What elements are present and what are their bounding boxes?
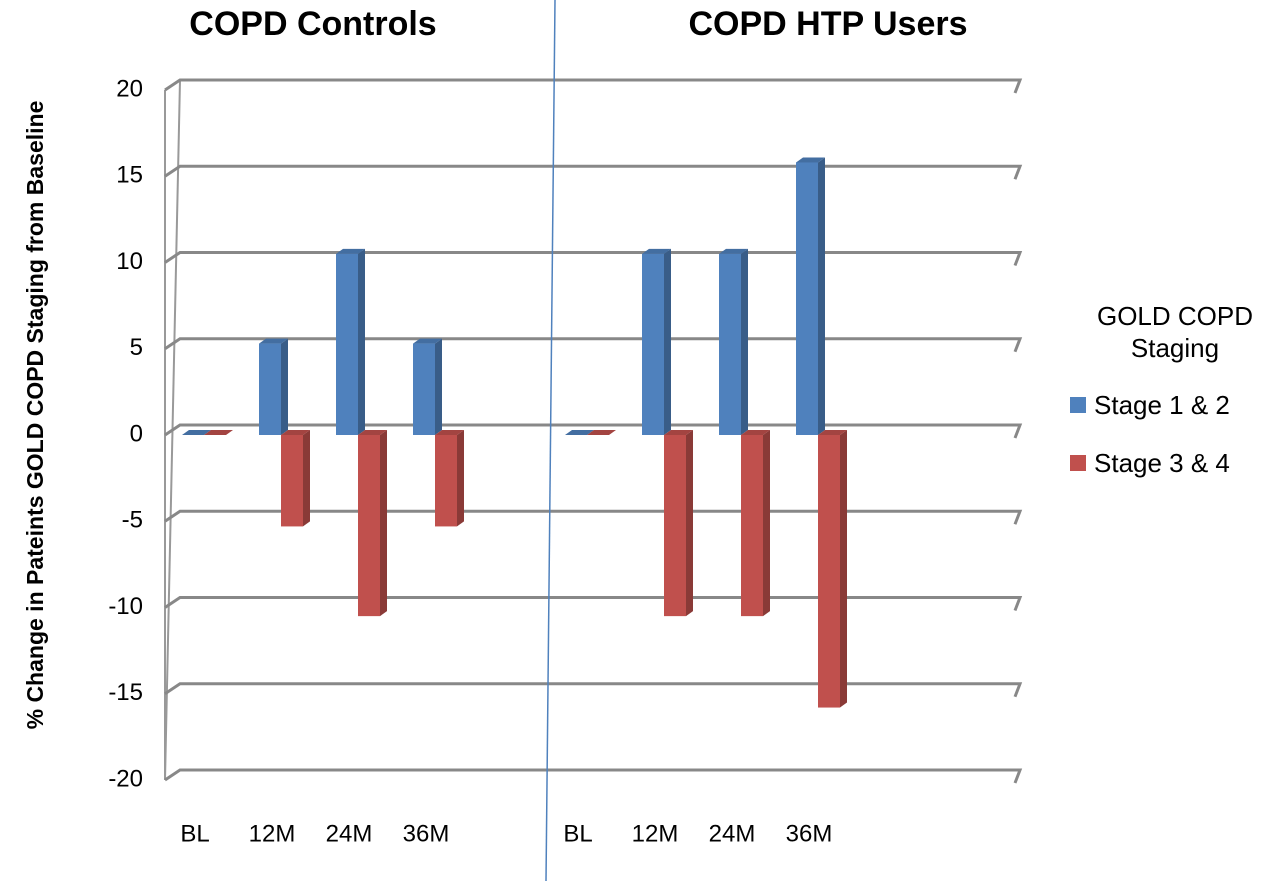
bar-top <box>204 430 233 435</box>
legend-label: Stage 3 & 4 <box>1094 447 1230 478</box>
bar <box>719 248 748 435</box>
y-tick-label: 15 <box>116 162 143 189</box>
bar-front <box>413 343 435 435</box>
bar-top <box>719 248 748 254</box>
y-tick-label: 5 <box>130 334 143 361</box>
bar <box>259 338 288 435</box>
bar <box>664 430 693 617</box>
bar-side <box>435 338 442 435</box>
bar-side <box>281 338 288 435</box>
x-tick-label: BL <box>180 820 209 847</box>
bar-top <box>336 248 365 254</box>
bar-side <box>664 248 671 435</box>
legend-title: GOLD COPD Staging <box>1096 301 1254 363</box>
y-tick-label: -10 <box>108 593 143 620</box>
y-tick-label: -15 <box>108 679 143 706</box>
bar-front <box>719 253 741 435</box>
x-tick-label: 36M <box>786 820 833 847</box>
bar-top <box>358 430 387 435</box>
bar <box>413 338 442 435</box>
grid-line <box>164 337 1023 353</box>
grid-line <box>164 682 1023 698</box>
x-tick-label: 24M <box>326 820 373 847</box>
bar-front <box>741 435 763 617</box>
bar <box>435 430 464 527</box>
bar-side <box>303 430 310 527</box>
y-tick-label: 10 <box>116 248 143 275</box>
bar <box>796 157 825 435</box>
x-tick-label: BL <box>563 820 592 847</box>
bar-side <box>358 248 365 435</box>
bar-top <box>259 338 288 344</box>
bar-top <box>281 430 310 435</box>
bar-top <box>587 430 616 435</box>
bar-top <box>413 338 442 344</box>
y-tick-label: -20 <box>108 765 143 792</box>
bar-front <box>642 253 664 435</box>
bar-side <box>840 430 847 708</box>
legend-item: Stage 3 & 4 <box>1070 434 1280 492</box>
grid-line <box>164 164 1023 180</box>
legend-swatch <box>1070 455 1086 471</box>
bar-top <box>182 430 211 435</box>
bar-top <box>664 430 693 435</box>
bar-front <box>358 435 380 617</box>
x-tick-label: 12M <box>249 820 296 847</box>
legend-label: Stage 1 & 2 <box>1094 389 1230 420</box>
group-title: COPD HTP Users <box>688 5 967 43</box>
grid-line <box>164 423 1023 439</box>
bar <box>587 430 616 435</box>
bar-front <box>435 435 457 527</box>
x-tick-label: 24M <box>709 820 756 847</box>
grid-line <box>164 251 1023 267</box>
bar-top <box>642 248 671 254</box>
group-title: COPD Controls <box>189 5 436 43</box>
bar <box>281 430 310 527</box>
y-tick-label: -5 <box>122 507 143 534</box>
y-tick-label: 0 <box>130 420 143 447</box>
bar <box>358 430 387 617</box>
bar <box>182 430 211 435</box>
legend: GOLD COPD Staging Stage 1 & 2 Stage 3 & 4 <box>1070 300 1280 492</box>
y-axis-label: % Change in Pateints GOLD COPD Staging f… <box>22 100 48 730</box>
x-tick-label: 12M <box>632 820 679 847</box>
bar-top <box>796 157 825 163</box>
bar-top <box>565 430 594 435</box>
bar-top <box>818 430 847 435</box>
y-tick-label: 20 <box>116 75 143 102</box>
divider <box>545 0 556 881</box>
bar <box>818 430 847 708</box>
grid-line <box>164 78 1023 94</box>
bar-front <box>336 253 358 435</box>
bar-top <box>435 430 464 435</box>
legend-swatch <box>1070 397 1086 413</box>
grid-line <box>164 768 1023 784</box>
bar-front <box>796 162 818 435</box>
bar <box>642 248 671 435</box>
bar-side <box>380 430 387 617</box>
grid-line <box>164 509 1023 525</box>
bar-side <box>818 157 825 435</box>
x-tick-label: 36M <box>403 820 450 847</box>
bar <box>741 430 770 617</box>
bar-side <box>741 248 748 435</box>
bar-side <box>457 430 464 527</box>
bar-side <box>686 430 693 617</box>
bar-front <box>259 343 281 435</box>
bar-front <box>281 435 303 527</box>
bar-side <box>763 430 770 617</box>
bar <box>204 430 233 435</box>
bar-front <box>818 435 840 708</box>
bar <box>565 430 594 435</box>
bar <box>336 248 365 435</box>
legend-item: Stage 1 & 2 <box>1070 376 1280 434</box>
bar-front <box>664 435 686 617</box>
grid-line <box>164 596 1023 612</box>
bar-top <box>741 430 770 435</box>
